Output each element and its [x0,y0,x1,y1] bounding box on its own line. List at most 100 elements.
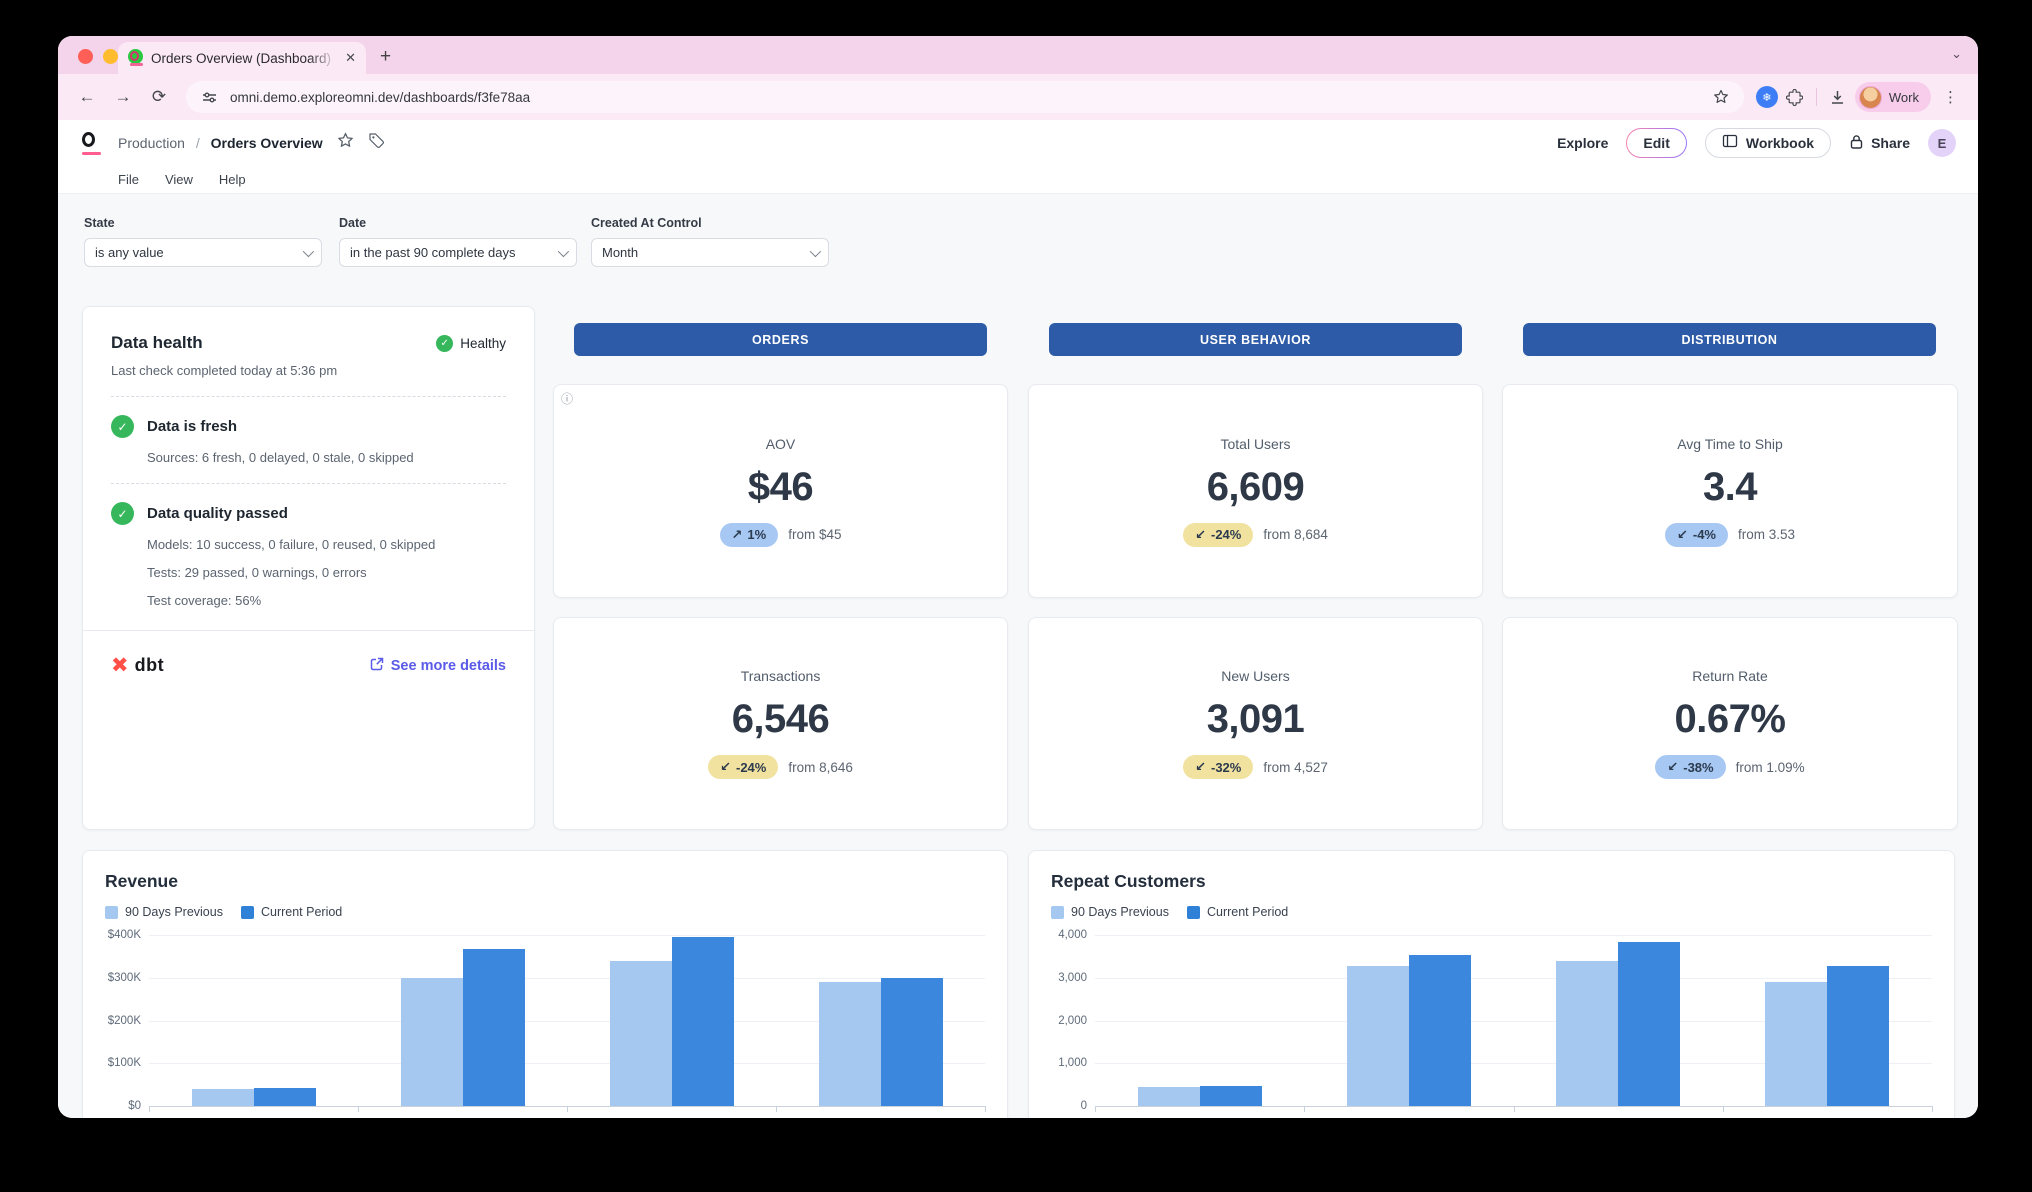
created-at-filter-select[interactable]: Month [591,238,829,267]
chevron-down-icon [302,245,315,257]
kpi-label: Transactions [740,668,821,684]
browser-menu-icon[interactable]: ⋮ [1943,89,1958,106]
chart-title: Repeat Customers [1051,871,1206,891]
bar-group [358,935,567,1106]
legend-item-current[interactable]: Current Period [240,905,342,919]
bar-90-days-previous[interactable] [1346,966,1409,1106]
bar-current-period[interactable] [880,977,943,1106]
legend-item-previous[interactable]: 90 Days Previous [105,905,223,919]
filter-state: State is any value [84,216,322,267]
browser-tab[interactable]: Orders Overview (Dashboard) ✕ [118,42,366,74]
filter-label: State [84,216,115,230]
tab-search-icon[interactable]: ⌄ [1951,46,1962,61]
reload-button[interactable]: ⟳ [151,87,167,106]
kpi-previous-value: from 3.53 [1738,527,1796,542]
bar-90-days-previous[interactable] [1556,961,1619,1106]
forward-button[interactable]: → [114,87,132,106]
bar-90-days-previous[interactable] [818,982,881,1106]
date-filter-select[interactable]: in the past 90 complete days [339,238,577,267]
bar-group [567,935,776,1106]
breadcrumb-folder[interactable]: Production [118,135,185,151]
delta-badge: ↙ -32% [1183,755,1254,779]
kpi-label: Total Users [1220,435,1291,452]
explore-button[interactable]: Explore [1557,135,1609,151]
new-tab-button[interactable]: + [380,46,392,67]
user-avatar[interactable]: E [1928,129,1956,157]
dbt-logo: ✖ dbt [111,654,165,677]
legend-item-current[interactable]: Current Period [1186,905,1288,919]
kpi-card-avg-time-to-ship: Avg Time to Ship 3.4 ↙ -4% from 3.53 [1502,384,1958,598]
workbook-button[interactable]: Workbook [1704,128,1832,158]
kpi-card-aov: ⓘ AOV $46 ↗ 1% from $45 [553,384,1008,598]
pinned-extension-icon[interactable]: ❄ [1755,86,1778,108]
bar-90-days-previous[interactable] [1765,982,1828,1106]
plot-area [149,935,986,1112]
dashboard-canvas: State is any value Date in the past 90 c… [58,194,1978,1118]
x-axis-tick [776,1106,777,1112]
page-title: Orders Overview [210,135,323,151]
kpi-card-transactions: Transactions 6,546 ↙ -24% from 8,646 [553,617,1008,830]
chart-title: Revenue [105,871,178,891]
minimize-window-button[interactable] [103,49,118,64]
app-menubar: File View Help [58,166,1978,194]
menu-file[interactable]: File [118,172,139,187]
bar-90-days-previous[interactable] [191,1088,254,1106]
downloads-icon[interactable] [1827,86,1849,108]
extensions-puzzle-icon[interactable] [1784,86,1806,108]
address-bar[interactable]: omni.demo.exploreomni.dev/dashboards/f3f… [186,81,1744,113]
trend-arrow-icon: ↙ [1195,526,1206,542]
edit-button[interactable]: Edit [1626,128,1686,158]
external-link-icon [370,657,384,675]
section-banner-orders[interactable]: ORDERS [574,323,987,356]
bookmark-star-icon[interactable] [1710,86,1732,108]
delta-badge: ↙ -24% [1183,522,1254,547]
kpi-previous-value: from $45 [788,527,842,542]
menu-view[interactable]: View [164,172,193,187]
bar-current-period[interactable] [1408,955,1471,1106]
favorite-star-icon[interactable] [337,132,354,154]
menu-help[interactable]: Help [218,172,246,187]
filter-label: Date [339,216,367,230]
tag-icon[interactable] [368,132,385,154]
breadcrumb-separator: / [195,135,200,151]
bar-current-period[interactable] [253,1088,316,1106]
x-axis-tick [1095,1106,1096,1112]
omni-logo-icon[interactable] [80,131,102,155]
bar-current-period[interactable] [1618,941,1681,1106]
site-settings-tune-icon[interactable] [198,86,220,108]
info-icon[interactable]: ⓘ [561,392,574,406]
chart-legend: 90 Days Previous Current Period [1051,905,1932,919]
bar-current-period[interactable] [462,949,525,1106]
section-banner-user-behavior[interactable]: USER BEHAVIOR [1049,323,1462,356]
bar-group [1514,935,1723,1106]
delta-badge: ↙ -24% [708,755,779,779]
bar-current-period[interactable] [1827,965,1890,1106]
kpi-value: 3,091 [1206,697,1305,741]
x-axis-tick [567,1106,568,1112]
see-more-details-link[interactable]: See more details [370,657,506,675]
back-button[interactable]: ← [78,87,96,106]
kpi-label: Avg Time to Ship [1677,435,1783,452]
url-text[interactable]: omni.demo.exploreomni.dev/dashboards/f3f… [230,89,531,105]
bar-current-period[interactable] [1199,1085,1262,1106]
share-button[interactable]: Share [1849,134,1910,153]
legend-item-previous[interactable]: 90 Days Previous [1051,905,1169,919]
kpi-value: 6,546 [731,697,830,741]
chevron-down-icon [557,245,570,257]
kpi-previous-value: from 8,684 [1263,527,1328,542]
bar-90-days-previous[interactable] [400,977,463,1106]
x-axis-tick [1304,1106,1306,1112]
bar-90-days-previous[interactable] [1137,1086,1200,1106]
state-filter-select[interactable]: is any value [84,238,322,267]
bar-current-period[interactable] [671,937,734,1106]
tab-close-icon[interactable]: ✕ [345,50,356,65]
lock-icon [1849,134,1864,153]
y-axis-labels: $400K $300K $200K $100K $0 [107,929,141,1112]
close-window-button[interactable] [78,49,93,64]
legend-swatch [105,905,118,919]
quality-check-icon: ✓ [111,502,134,525]
check-detail: Tests: 29 passed, 0 warnings, 0 errors [147,565,367,580]
browser-profile-chip[interactable]: Work [1854,82,1931,112]
section-banner-distribution[interactable]: DISTRIBUTION [1523,323,1936,356]
bar-90-days-previous[interactable] [609,960,672,1106]
